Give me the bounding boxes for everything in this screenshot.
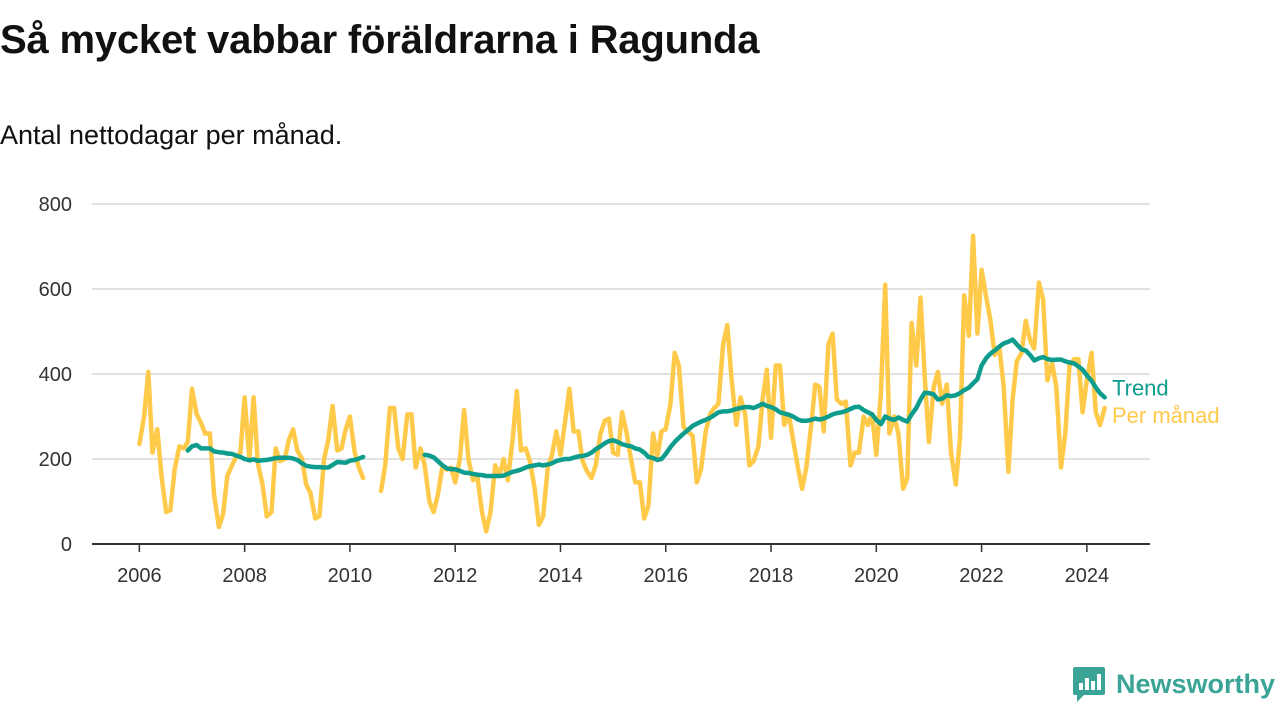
x-tick-label: 2016: [643, 565, 688, 587]
y-tick-label: 800: [39, 194, 72, 216]
x-tick-label: 2024: [1065, 565, 1110, 587]
x-tick-label: 2010: [328, 565, 373, 587]
chart-subtitle: Antal nettodagar per månad.: [0, 120, 343, 150]
x-axis: 2006 2008 2010 2012 2014 2016 2018 2020 2022 2024: [92, 543, 1150, 587]
series-line-per-manad: [378, 233, 1107, 534]
series-line-trend: [422, 337, 1107, 479]
series-label-trend: Trend: [1112, 375, 1169, 400]
x-tick-label: 2018: [749, 565, 794, 587]
brand-name: Newsworthy: [1116, 668, 1276, 699]
newsworthy-logo-icon: [1073, 667, 1105, 702]
y-tick-label: 400: [39, 364, 72, 386]
x-tick-label: 2014: [538, 565, 583, 587]
x-tick-label: 2022: [959, 565, 1004, 587]
chart-title: Så mycket vabbar föräldrarna i Ragunda: [0, 18, 760, 62]
x-tick-label: 2008: [222, 565, 267, 587]
y-tick-label: 200: [39, 449, 72, 471]
x-tick-label: 2020: [854, 565, 899, 587]
x-tick-label: 2006: [117, 565, 162, 587]
series-label-per-manad: Per månad: [1112, 403, 1220, 428]
brand-logo: Newsworthy: [1072, 664, 1275, 704]
series-labels: Per månad Trend: [1112, 375, 1220, 428]
y-tick-label: 600: [39, 279, 72, 301]
x-tick-label: 2012: [433, 565, 478, 587]
series-lines: [137, 233, 1107, 534]
series-line-trend: [185, 442, 366, 470]
series-line-per-manad: [137, 369, 366, 530]
y-axis: 0 200 400 600 800: [39, 194, 72, 556]
y-tick-label: 0: [61, 534, 72, 556]
